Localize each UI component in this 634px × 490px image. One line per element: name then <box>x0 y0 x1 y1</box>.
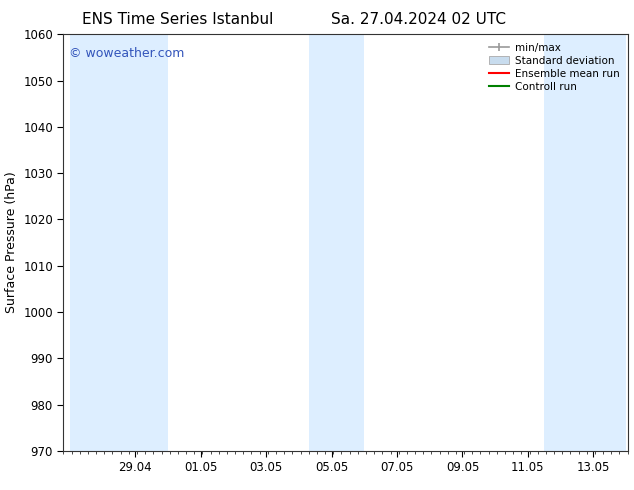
Bar <box>70 34 119 451</box>
Legend: min/max, Standard deviation, Ensemble mean run, Controll run: min/max, Standard deviation, Ensemble me… <box>486 40 623 95</box>
Bar <box>119 34 168 451</box>
Text: ENS Time Series Istanbul: ENS Time Series Istanbul <box>82 12 273 27</box>
Bar <box>309 34 354 451</box>
Text: Sa. 27.04.2024 02 UTC: Sa. 27.04.2024 02 UTC <box>331 12 506 27</box>
Text: © woweather.com: © woweather.com <box>69 47 184 60</box>
Bar <box>354 34 365 451</box>
Bar <box>544 34 626 451</box>
Y-axis label: Surface Pressure (hPa): Surface Pressure (hPa) <box>4 172 18 314</box>
